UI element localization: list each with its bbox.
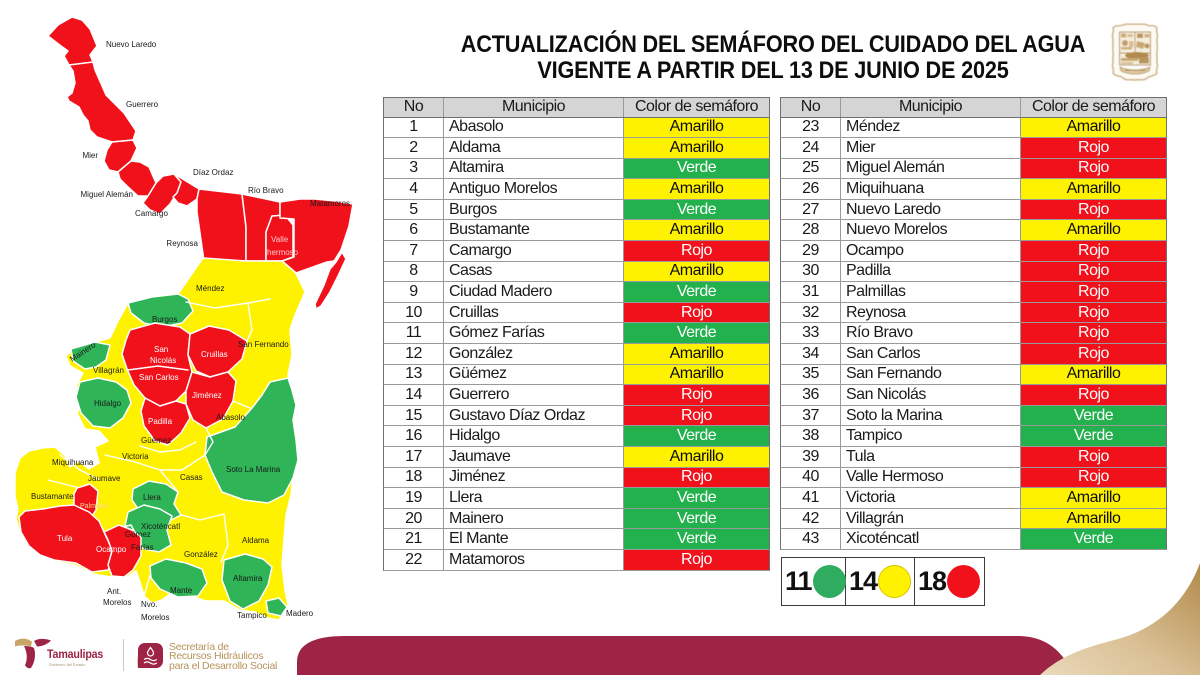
- svg-text:Morelos: Morelos: [103, 598, 131, 607]
- svg-text:San Fernando: San Fernando: [238, 340, 289, 349]
- svg-text:Camargo: Camargo: [135, 209, 168, 218]
- svg-text:Morelos: Morelos: [141, 613, 169, 622]
- svg-text:Ant.: Ant.: [107, 587, 121, 596]
- svg-text:Jiménez: Jiménez: [192, 391, 222, 400]
- svg-text:Madero: Madero: [286, 609, 314, 618]
- svg-text:González: González: [184, 550, 218, 559]
- svg-text:Farías: Farías: [131, 543, 154, 552]
- svg-text:Villagrán: Villagrán: [93, 366, 124, 375]
- svg-text:San Carlos: San Carlos: [139, 373, 179, 382]
- svg-text:Soto La Marina: Soto La Marina: [226, 465, 281, 474]
- svg-text:Abasolo: Abasolo: [216, 413, 245, 422]
- svg-text:Padilla: Padilla: [148, 417, 173, 426]
- svg-text:Tampico: Tampico: [237, 611, 267, 620]
- svg-text:Güémez: Güémez: [141, 436, 171, 445]
- svg-text:Casas: Casas: [180, 473, 203, 482]
- svg-text:San: San: [154, 345, 168, 354]
- svg-text:Altamira: Altamira: [233, 574, 263, 583]
- svg-text:hermoso: hermoso: [267, 248, 299, 257]
- svg-text:Nicolás: Nicolás: [150, 356, 176, 365]
- svg-text:Xicoténcatl: Xicoténcatl: [141, 522, 180, 531]
- svg-text:Jaumave: Jaumave: [88, 474, 121, 483]
- svg-text:Victoria: Victoria: [122, 452, 149, 461]
- svg-text:Tula: Tula: [57, 534, 73, 543]
- svg-text:Miguel Alemán: Miguel Alemán: [81, 190, 133, 199]
- svg-text:Palmillas: Palmillas: [80, 503, 109, 510]
- svg-text:Llera: Llera: [143, 493, 161, 502]
- svg-text:Matamoros: Matamoros: [310, 199, 350, 208]
- svg-text:Díaz Ordaz: Díaz Ordaz: [193, 168, 233, 177]
- svg-text:Cruillas: Cruillas: [201, 350, 228, 359]
- svg-text:Hidalgo: Hidalgo: [94, 399, 122, 408]
- svg-text:Méndez: Méndez: [196, 284, 224, 293]
- svg-text:Guerrero: Guerrero: [126, 100, 159, 109]
- svg-text:Mante: Mante: [170, 586, 193, 595]
- svg-text:Bustamante: Bustamante: [31, 492, 74, 501]
- svg-text:Miquihuana: Miquihuana: [52, 458, 94, 467]
- svg-text:Valle: Valle: [271, 235, 289, 244]
- svg-text:Aldama: Aldama: [242, 536, 270, 545]
- svg-text:Ocampo: Ocampo: [96, 545, 127, 554]
- svg-text:Gómez: Gómez: [125, 530, 151, 539]
- svg-text:Mier: Mier: [82, 151, 98, 160]
- svg-text:Burgos: Burgos: [152, 315, 177, 324]
- svg-text:Río Bravo: Río Bravo: [248, 186, 284, 195]
- svg-text:Reynosa: Reynosa: [166, 239, 198, 248]
- svg-text:Nvo.: Nvo.: [141, 600, 157, 609]
- svg-text:Nuevo Laredo: Nuevo Laredo: [106, 40, 157, 49]
